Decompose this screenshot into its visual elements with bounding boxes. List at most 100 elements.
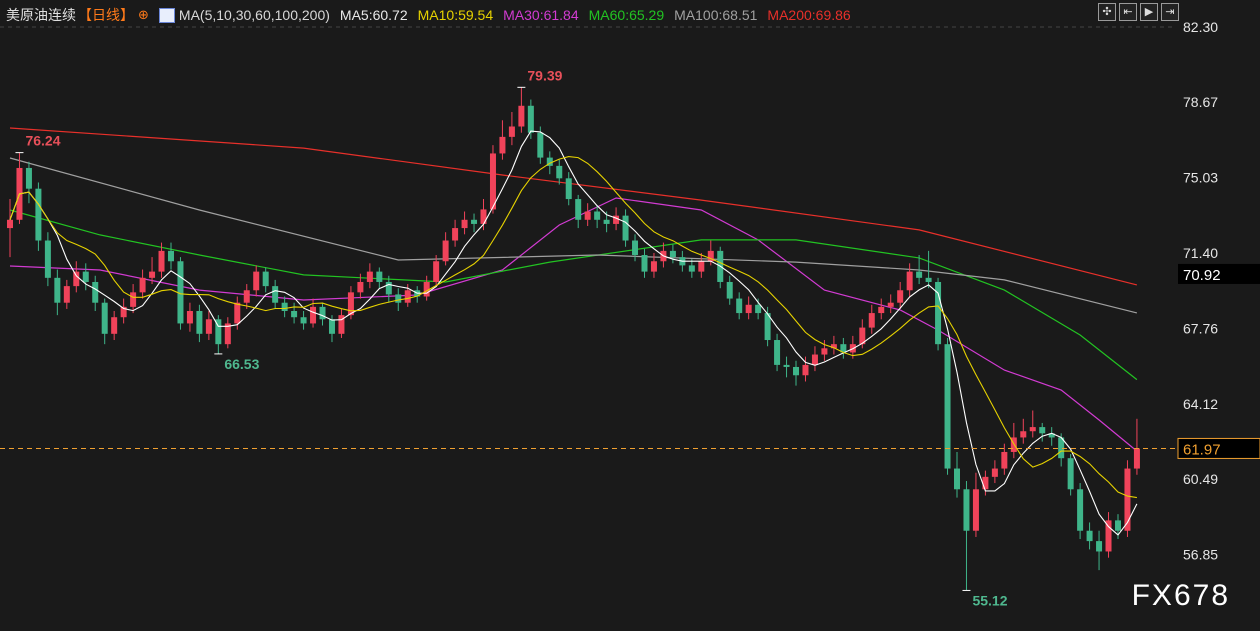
period-selector[interactable]: 【日线】 bbox=[78, 7, 134, 23]
candle bbox=[300, 311, 307, 330]
candle-body bbox=[82, 271, 89, 282]
candle-body bbox=[328, 319, 335, 334]
play-icon[interactable]: ▶ bbox=[1140, 3, 1158, 21]
candle bbox=[253, 265, 260, 297]
candle bbox=[594, 205, 601, 229]
candle-body bbox=[442, 240, 449, 262]
candle-body bbox=[755, 304, 762, 314]
candle-body bbox=[1133, 448, 1140, 469]
candle bbox=[480, 199, 487, 231]
candle-body bbox=[471, 219, 478, 224]
candle-body bbox=[840, 344, 847, 353]
candle-body bbox=[527, 105, 534, 133]
candle-body bbox=[916, 271, 923, 278]
candle-body bbox=[347, 292, 354, 316]
candle bbox=[736, 292, 743, 320]
candle bbox=[357, 273, 364, 299]
candle bbox=[887, 294, 894, 314]
candle-body bbox=[594, 211, 601, 220]
candle-body bbox=[991, 468, 998, 477]
candle bbox=[935, 277, 942, 351]
candle bbox=[385, 275, 392, 303]
candle bbox=[916, 255, 923, 285]
candle-body bbox=[385, 281, 392, 295]
candle bbox=[1133, 418, 1140, 475]
candle bbox=[101, 298, 108, 345]
candle-body bbox=[234, 302, 241, 324]
candle bbox=[575, 194, 582, 229]
candle bbox=[215, 315, 222, 354]
candle bbox=[82, 263, 89, 291]
crosshair-icon[interactable]: ✣ bbox=[1098, 3, 1116, 21]
candle-body bbox=[480, 209, 487, 224]
y-tick-label: 56.85 bbox=[1183, 547, 1218, 563]
candle-body bbox=[404, 290, 411, 303]
last-price-label: 61.97 bbox=[1183, 441, 1221, 458]
candle-body bbox=[186, 311, 193, 324]
last-price-box bbox=[1177, 437, 1260, 459]
candle bbox=[120, 298, 127, 324]
candle-body bbox=[1001, 451, 1008, 469]
candle bbox=[954, 451, 960, 498]
candle-body bbox=[149, 271, 156, 278]
y-tick-label: 75.03 bbox=[1183, 170, 1218, 186]
candle bbox=[821, 340, 828, 361]
candle-body bbox=[906, 271, 913, 291]
candle-body bbox=[736, 298, 743, 314]
candle bbox=[868, 304, 875, 334]
step-back-icon[interactable]: ⇤ bbox=[1119, 3, 1137, 21]
candle-body bbox=[319, 306, 326, 320]
candle-body bbox=[1077, 489, 1084, 531]
exit-icon[interactable]: ⇥ bbox=[1161, 3, 1179, 21]
chart-header: 美原油连续 【日线】 ⊕ MA(5,10,30,60,100,200) MA5:… bbox=[6, 5, 861, 25]
candle-body bbox=[25, 167, 32, 189]
ma-indicator-icon[interactable] bbox=[158, 7, 175, 23]
ma-params[interactable]: MA(5,10,30,60,100,200) bbox=[178, 7, 330, 23]
candle bbox=[774, 333, 781, 372]
candle-body bbox=[452, 228, 459, 241]
candle-body bbox=[196, 311, 203, 334]
candle-body bbox=[783, 364, 790, 367]
candle-body bbox=[669, 250, 676, 258]
candle bbox=[7, 199, 13, 258]
ma10-line bbox=[9, 156, 1137, 499]
candle bbox=[243, 284, 250, 309]
candle bbox=[764, 306, 771, 347]
candle-body bbox=[130, 292, 137, 307]
candle-body bbox=[272, 286, 279, 303]
candle-body bbox=[565, 178, 572, 200]
candle-body bbox=[120, 306, 127, 318]
ma60-value: MA60:65.29 bbox=[588, 7, 665, 23]
candle-body bbox=[632, 240, 639, 256]
candle bbox=[44, 232, 51, 287]
candle bbox=[793, 360, 800, 386]
candle-body bbox=[101, 302, 108, 334]
candle bbox=[878, 298, 885, 320]
candle-body bbox=[1029, 427, 1036, 432]
candle-body bbox=[830, 344, 837, 349]
extreme-label: 79.39 bbox=[527, 67, 562, 83]
candle bbox=[1029, 410, 1036, 438]
candle-body bbox=[205, 319, 212, 334]
candle-body bbox=[281, 302, 288, 312]
candle bbox=[811, 346, 818, 372]
candle-body bbox=[982, 476, 989, 490]
candle bbox=[149, 257, 156, 285]
target-icon[interactable]: ⊕ bbox=[138, 7, 149, 22]
candle bbox=[584, 203, 591, 227]
candle bbox=[35, 182, 42, 251]
candle-body bbox=[897, 290, 904, 303]
candle-body bbox=[603, 219, 610, 224]
candle-body bbox=[774, 340, 781, 365]
candle bbox=[556, 159, 563, 185]
candle bbox=[471, 213, 478, 233]
ma200-line bbox=[9, 127, 1138, 286]
candle bbox=[840, 337, 847, 359]
candle bbox=[745, 296, 752, 320]
candle-body bbox=[707, 250, 714, 262]
candle-body bbox=[366, 271, 373, 282]
ma30-line bbox=[9, 197, 1138, 452]
extreme-label: 76.24 bbox=[25, 133, 60, 149]
candle-body bbox=[499, 136, 506, 154]
